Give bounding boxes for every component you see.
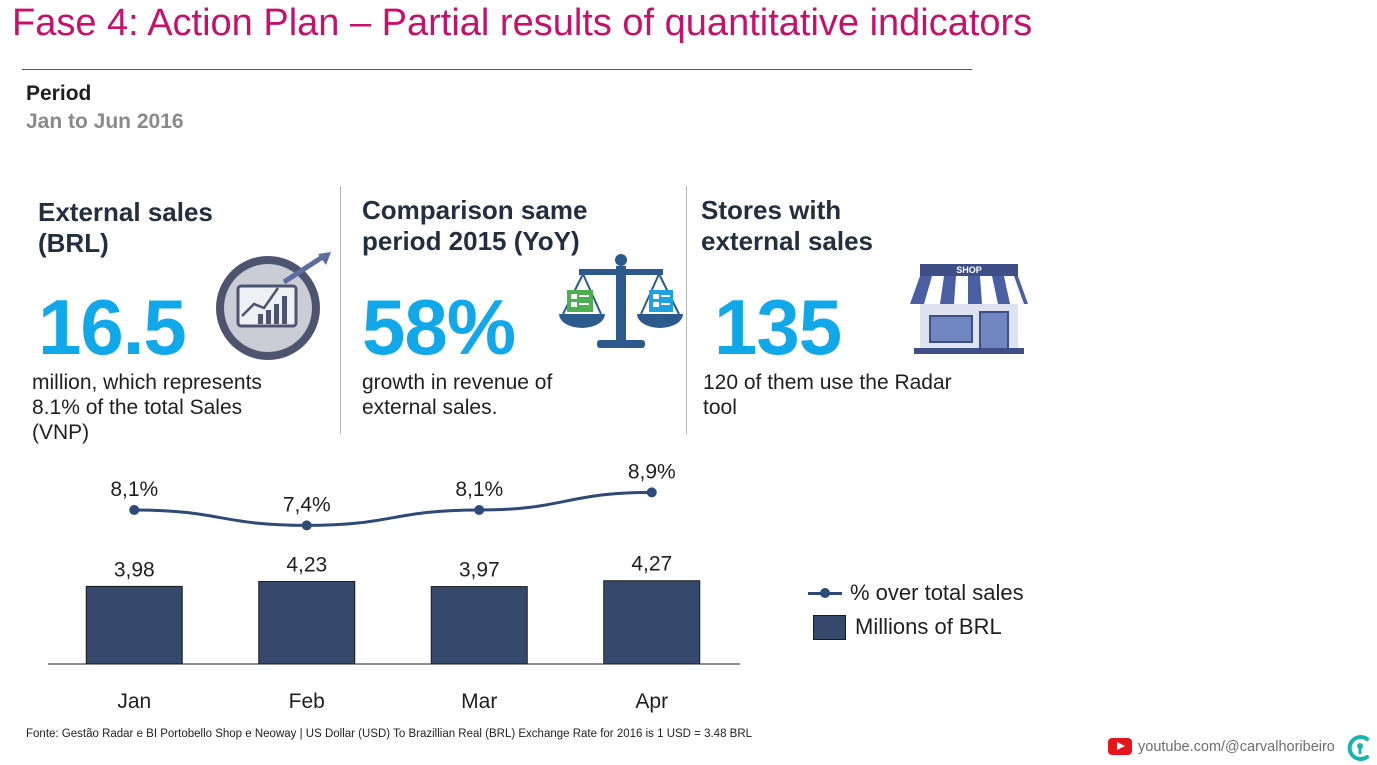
labels-layer: 3,98 Jan 4,23 Feb 3,97 Mar 4,27 Apr 8,1% 7,4% 8,1%…	[110, 460, 675, 713]
line-value-label: 8,1%	[110, 478, 158, 501]
combo-chart: 3,98 Jan 4,23 Feb 3,97 Mar 4,27 Apr 8,1% 7,4% 8,1%…	[48, 460, 740, 713]
kpi-desc-line: million, which represents	[32, 371, 262, 394]
x-tick-label: Apr	[635, 690, 668, 713]
bar-feb	[258, 581, 356, 665]
legend-item-line: % over total sales	[808, 576, 1024, 610]
line-point-apr	[646, 487, 657, 498]
kpi-heading-line: (BRL)	[38, 228, 109, 258]
bar-value-label: 4,27	[631, 553, 672, 576]
chart-legend: % over total sales Millions of BRL	[808, 576, 1024, 644]
bar-mar	[430, 586, 528, 665]
kpi-desc-line: external sales.	[362, 396, 498, 419]
line-point-feb	[301, 520, 312, 531]
kpi-external-sales-heading: External sales (BRL)	[38, 197, 213, 259]
kpi-divider-1	[340, 186, 341, 434]
x-tick-label: Jan	[117, 690, 151, 713]
period-value: Jan to Jun 2016	[26, 110, 184, 133]
kpi-stores-desc: 120 of them use the Radar tool	[703, 370, 952, 420]
kpi-divider-2	[686, 186, 687, 434]
legend-line-swatch	[808, 578, 842, 608]
kpi-external-sales-desc: million, which represents 8.1% of the to…	[32, 370, 262, 445]
line-value-label: 8,1%	[455, 478, 503, 501]
youtube-credit[interactable]: youtube.com/@carvalhoribeiro	[1108, 738, 1335, 755]
kpi-desc-line: tool	[703, 396, 737, 419]
bar-value-label: 3,98	[114, 558, 155, 581]
bars-layer	[85, 580, 701, 665]
x-tick-label: Mar	[461, 690, 497, 713]
kpi-stores-value: 135	[714, 283, 842, 371]
bar-value-label: 4,23	[286, 554, 327, 577]
shop-sign-text: SHOP	[956, 265, 982, 275]
legend-bar-swatch	[813, 614, 846, 640]
page-title: Fase 4: Action Plan – Partial results of…	[12, 2, 1033, 44]
youtube-icon	[1108, 738, 1132, 755]
kpi-yoy-value: 58%	[362, 283, 516, 371]
kpi-desc-line: 8.1% of the total Sales	[32, 396, 243, 419]
line-layer	[129, 487, 657, 531]
line-value-label: 8,9%	[628, 460, 676, 483]
line-point-jan	[129, 505, 140, 515]
kpi-heading-line: period 2015 (YoY)	[362, 226, 580, 256]
x-tick-label: Feb	[289, 690, 325, 713]
kpi-yoy-desc: growth in revenue of external sales.	[362, 370, 552, 420]
growth-chart-icon	[216, 252, 331, 360]
kpi-external-sales-value: 16.5	[38, 283, 187, 371]
period-label: Period	[26, 82, 92, 105]
legend-label-line: % over total sales	[850, 580, 1024, 605]
bar-jan	[85, 585, 183, 665]
kpi-heading-line: Comparison same	[362, 195, 588, 225]
legend-item-bar: Millions of BRL	[808, 610, 1024, 644]
brand-logo-icon	[1347, 735, 1369, 761]
line-series-path	[134, 490, 652, 527]
kpi-heading-line: Stores with	[701, 195, 842, 225]
youtube-handle: youtube.com/@carvalhoribeiro	[1138, 738, 1335, 755]
title-divider	[22, 69, 972, 70]
line-point-mar	[474, 505, 485, 515]
balance-scale-icon	[559, 254, 683, 348]
kpi-desc-line: 120 of them use the Radar	[703, 371, 952, 394]
legend-label-bar: Millions of BRL	[855, 614, 1002, 639]
kpi-stores-heading: Stores with external sales	[701, 195, 873, 257]
bar-apr	[603, 580, 701, 665]
kpi-heading-line: external sales	[701, 226, 874, 256]
kpi-heading-line: External sales	[38, 197, 213, 227]
line-value-label: 7,4%	[283, 493, 331, 516]
shop-icon: SHOP	[910, 264, 1028, 354]
kpi-yoy-heading: Comparison same period 2015 (YoY)	[362, 195, 587, 257]
source-note: Fonte: Gestão Radar e BI Portobello Shop…	[26, 728, 753, 740]
kpi-desc-line: (VNP)	[32, 421, 90, 444]
kpi-desc-line: growth in revenue of	[362, 371, 553, 394]
bar-value-label: 3,97	[459, 559, 500, 582]
